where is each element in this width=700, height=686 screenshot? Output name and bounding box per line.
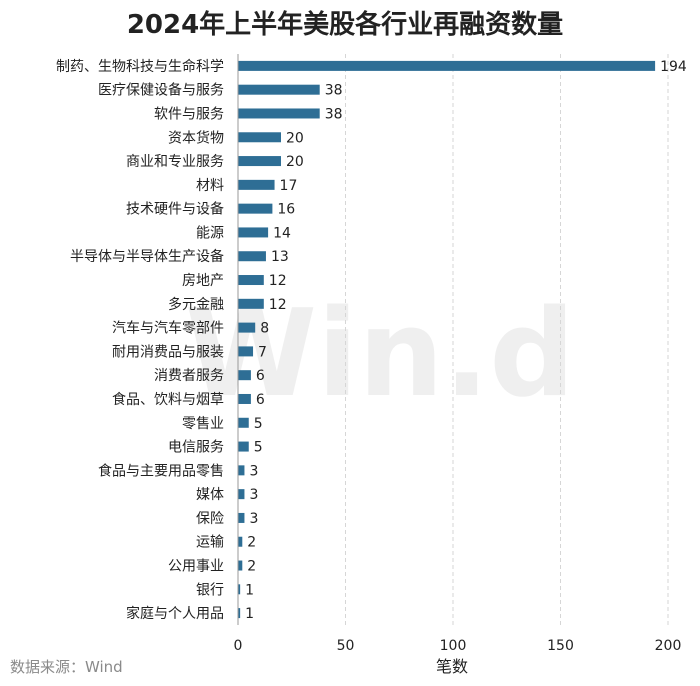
category-label: 制药、生物科技与生命科学 — [56, 58, 224, 75]
data-label: 38 — [325, 106, 343, 122]
data-label: 6 — [256, 368, 265, 384]
category-label: 银行 — [196, 582, 224, 598]
bar — [238, 227, 269, 238]
bars — [238, 60, 656, 619]
category-label: 保险 — [196, 511, 224, 527]
category-label: 汽车与汽车零部件 — [112, 320, 224, 337]
bar — [238, 108, 320, 119]
data-label: 17 — [280, 178, 298, 194]
data-label: 38 — [325, 83, 343, 99]
x-axis-label: 笔数 — [436, 657, 468, 676]
category-label: 食品、饮料与烟草 — [112, 391, 224, 408]
bar — [238, 417, 249, 428]
data-label: 12 — [269, 273, 287, 289]
bar — [238, 370, 251, 381]
category-label: 半导体与半导体生产设备 — [70, 248, 224, 265]
data-label: 7 — [258, 344, 267, 360]
x-tick-label: 100 — [440, 638, 467, 654]
data-label: 6 — [256, 392, 265, 408]
data-label: 20 — [286, 154, 304, 170]
data-label: 1 — [245, 606, 254, 622]
category-label: 材料 — [196, 178, 224, 194]
bar — [238, 132, 281, 143]
category-label: 技术硬件与设备 — [126, 201, 224, 218]
bar — [238, 393, 251, 404]
data-label: 5 — [254, 440, 263, 456]
category-label: 医疗保健设备与服务 — [98, 82, 224, 99]
bar — [238, 179, 275, 190]
category-label: 资本货物 — [168, 129, 224, 146]
category-label: 零售业 — [182, 416, 224, 432]
category-label: 电信服务 — [168, 440, 224, 456]
x-tick-label: 0 — [234, 638, 243, 654]
category-label: 媒体 — [196, 487, 224, 503]
category-label: 公用事业 — [168, 559, 224, 575]
bar — [238, 560, 243, 571]
category-label: 食品与主要用品零售 — [98, 462, 224, 479]
category-label: 家庭与个人用品 — [126, 605, 224, 622]
category-label: 运输 — [196, 535, 224, 551]
data-label: 5 — [254, 416, 263, 432]
data-label: 2 — [247, 535, 256, 551]
data-label: 16 — [277, 202, 295, 218]
category-label: 房地产 — [182, 273, 224, 289]
chart-title: 2024年上半年美股各行业再融资数量 — [127, 9, 563, 40]
bar — [238, 156, 281, 167]
bar — [238, 251, 266, 262]
source-note: 数据来源：Wind — [10, 658, 123, 676]
data-label: 12 — [269, 297, 287, 313]
data-label: 14 — [273, 225, 291, 241]
bar — [238, 608, 241, 619]
category-label: 软件与服务 — [154, 106, 224, 122]
data-label: 3 — [249, 487, 258, 503]
bar — [238, 465, 245, 476]
x-tick-label: 150 — [547, 638, 574, 654]
data-label: 13 — [271, 249, 289, 265]
data-label: 1 — [245, 582, 254, 598]
data-label: 3 — [249, 511, 258, 527]
bar — [238, 536, 243, 547]
data-label: 8 — [260, 321, 269, 337]
bar — [238, 346, 254, 357]
x-tick-label: 200 — [655, 638, 682, 654]
category-label: 耐用消费品与服装 — [112, 344, 224, 360]
data-label: 3 — [249, 463, 258, 479]
bar — [238, 275, 264, 286]
bar — [238, 298, 264, 309]
bar — [238, 84, 320, 95]
x-tick-label: 50 — [337, 638, 355, 654]
data-label: 194 — [660, 59, 687, 75]
bar — [238, 584, 241, 595]
bar — [238, 441, 249, 452]
category-label: 商业和专业服务 — [126, 154, 224, 170]
data-label: 20 — [286, 130, 304, 146]
category-label: 消费者服务 — [154, 368, 224, 384]
bar — [238, 489, 245, 500]
bar — [238, 203, 273, 214]
x-tick-labels: 0 50 100 150 200 — [234, 638, 682, 654]
category-label: 多元金融 — [168, 296, 224, 313]
category-label: 能源 — [196, 225, 224, 241]
bar — [238, 512, 245, 523]
category-labels: 制药、生物科技与生命科学医疗保健设备与服务软件与服务资本货物商业和专业服务材料技… — [56, 58, 224, 622]
bar — [238, 322, 256, 333]
data-label: 2 — [247, 559, 256, 575]
bar — [238, 60, 656, 71]
